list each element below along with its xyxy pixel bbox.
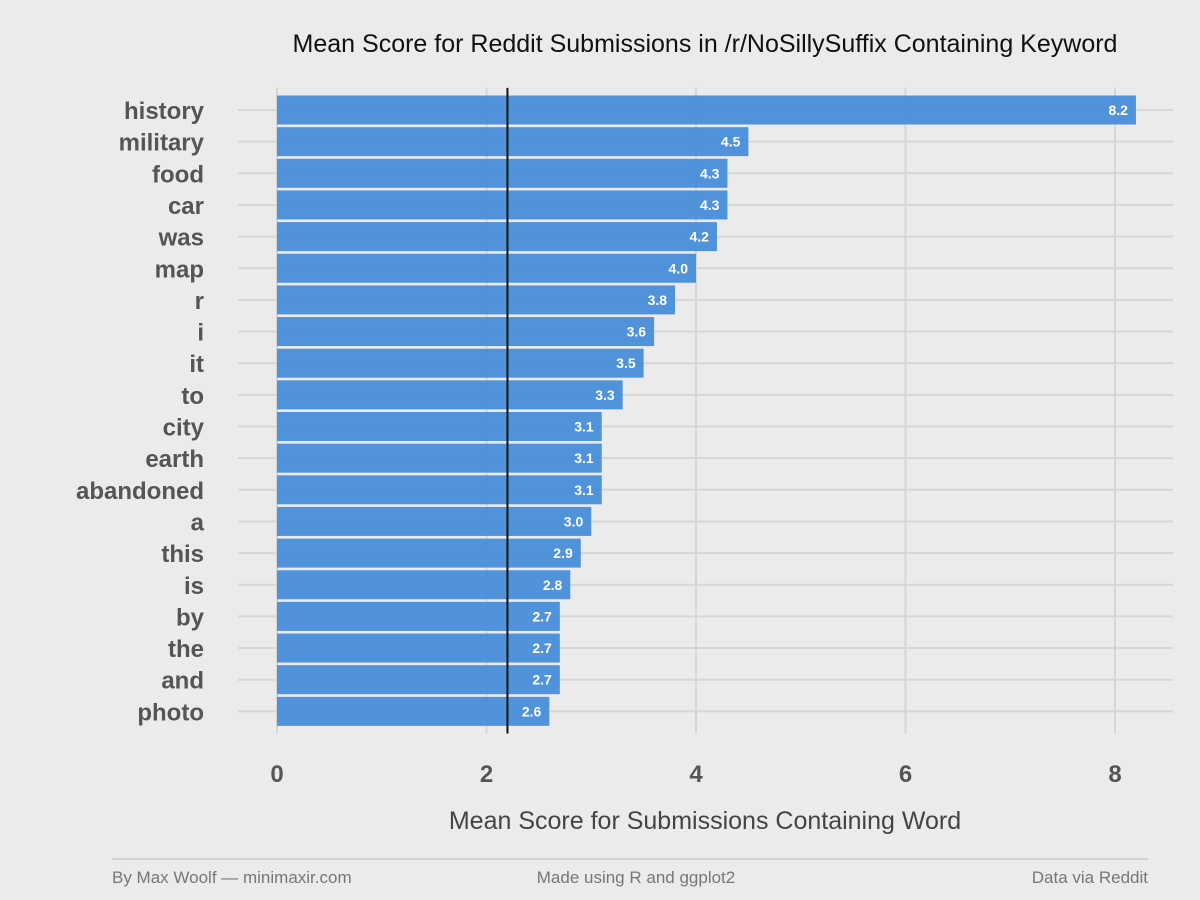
bar — [277, 380, 623, 410]
bar-value-label: 4.5 — [721, 134, 741, 150]
y-tick-label: car — [168, 193, 204, 220]
bar-value-label: 3.6 — [627, 324, 647, 340]
y-tick-label: to — [181, 383, 204, 410]
x-tick-label: 2 — [480, 761, 493, 788]
bar-value-label: 3.5 — [616, 355, 636, 371]
footer-tools: Made using R and ggplot2 — [537, 868, 735, 887]
y-tick-label: and — [161, 668, 204, 695]
bar — [277, 538, 581, 568]
bar — [277, 253, 696, 283]
x-tick-label: 0 — [270, 761, 283, 788]
y-tick-label: i — [197, 320, 204, 347]
bar — [277, 95, 1136, 125]
bar-value-label: 4.3 — [700, 197, 720, 213]
y-tick-label: city — [163, 415, 205, 442]
bar-value-label: 3.0 — [564, 513, 584, 529]
bar — [277, 285, 676, 315]
bar-value-label: 3.1 — [574, 450, 594, 466]
y-tick-label: earth — [145, 446, 204, 473]
bar-value-label: 3.8 — [648, 292, 668, 308]
bar — [277, 127, 749, 157]
y-tick-label: it — [189, 351, 204, 378]
bar — [277, 190, 728, 220]
bar — [277, 696, 550, 726]
footer-source: Data via Reddit — [1032, 868, 1149, 887]
bar-value-label: 3.3 — [595, 387, 615, 403]
x-tick-label: 8 — [1108, 761, 1121, 788]
bar — [277, 665, 560, 695]
bar — [277, 475, 602, 505]
bar-value-label: 2.7 — [532, 672, 552, 688]
x-tick-label: 4 — [689, 761, 703, 788]
x-axis-title: Mean Score for Submissions Containing Wo… — [449, 807, 961, 835]
y-tick-label: was — [158, 225, 204, 252]
y-tick-label: military — [119, 130, 205, 157]
bar — [277, 570, 571, 600]
y-tick-label: is — [184, 573, 204, 600]
x-axis: 0 2 4 6 8 — [270, 761, 1121, 788]
y-tick-label: abandoned — [76, 478, 204, 505]
bar-value-label: 2.9 — [553, 545, 573, 561]
y-tick-label: the — [168, 636, 204, 663]
bar — [277, 317, 655, 347]
bar — [277, 601, 560, 631]
y-tick-label: this — [161, 541, 204, 568]
y-tick-label: food — [152, 161, 204, 188]
bar-value-label: 4.0 — [669, 260, 689, 276]
bar-value-label: 8.2 — [1108, 102, 1128, 118]
y-axis: history military food car was map ri it to city ea… — [76, 98, 205, 726]
bar-value-label: 3.1 — [574, 482, 594, 498]
y-tick-label: by — [176, 604, 205, 631]
bar-value-label: 2.8 — [543, 577, 563, 593]
chart-title: Mean Score for Reddit Submissions in /r/… — [293, 30, 1118, 58]
bar-labels-layer: 8.24.54.34.34.24.03.83.63.53.33.13.13.13… — [522, 102, 1128, 719]
bar — [277, 633, 560, 663]
y-tick-label: history — [124, 98, 205, 125]
bar — [277, 158, 728, 188]
bar-value-label: 3.1 — [574, 419, 594, 435]
footer-credit: By Max Woolf — minimaxir.com — [112, 868, 352, 887]
bar-value-label: 4.3 — [700, 165, 720, 181]
y-tick-label: map — [155, 256, 204, 283]
bar — [277, 443, 602, 473]
bar — [277, 348, 644, 378]
bar — [277, 506, 592, 536]
y-tick-label: a — [191, 509, 205, 536]
bars-layer — [277, 95, 1136, 726]
y-tick-label: photo — [137, 699, 204, 726]
bar-value-label: 2.7 — [532, 640, 552, 656]
bar-value-label: 4.2 — [689, 229, 709, 245]
bar — [277, 222, 717, 252]
y-tick-label: r — [195, 288, 204, 315]
bar — [277, 412, 602, 441]
bar-value-label: 2.7 — [532, 608, 552, 624]
x-tick-label: 6 — [899, 761, 912, 788]
bar-value-label: 2.6 — [522, 703, 542, 719]
